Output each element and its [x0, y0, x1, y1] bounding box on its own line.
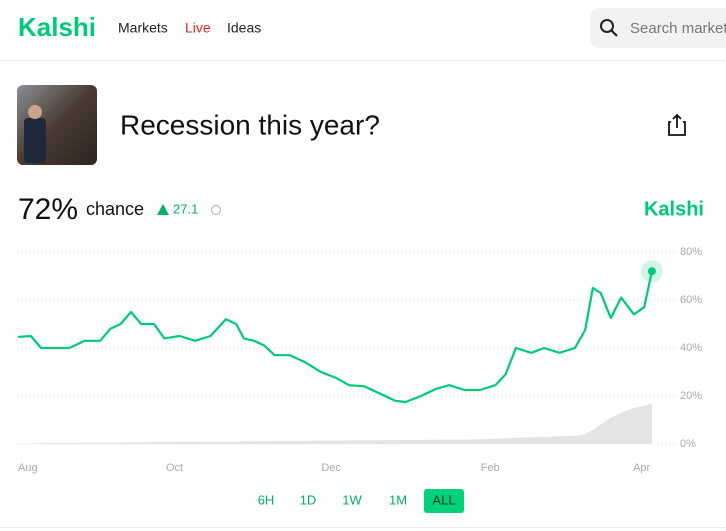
logo[interactable]: Kalshi	[18, 12, 96, 42]
nav-link[interactable]: Ideas	[227, 20, 261, 36]
market-image-figure	[28, 105, 42, 119]
y-tick-label: 0%	[680, 438, 696, 450]
y-tick-label: 40%	[680, 342, 702, 354]
change-value: 27.1	[173, 201, 198, 216]
timeframe-button[interactable]: 1M	[389, 492, 407, 507]
x-tick-label: Aug	[18, 462, 38, 474]
volume-area	[18, 403, 652, 444]
timeframe-button[interactable]: 1W	[342, 492, 362, 507]
y-tick-label: 20%	[680, 390, 702, 402]
change-arrow	[157, 204, 169, 215]
info-icon[interactable]	[211, 205, 221, 215]
search-placeholder: Search markets	[630, 20, 726, 37]
chance-value: 72%	[18, 193, 78, 226]
timeframe-label[interactable]: 1M	[389, 492, 407, 507]
timeframe-label[interactable]: 1D	[300, 492, 317, 507]
market-image-figure	[24, 118, 46, 163]
timeframe-active-bg	[424, 489, 464, 513]
timeframe-button[interactable]: ALL	[424, 489, 464, 513]
brand-watermark: Kalshi	[644, 198, 704, 220]
x-tick-label: Dec	[321, 462, 341, 474]
timeframe-button[interactable]: 6H	[258, 492, 275, 507]
search-icon	[600, 19, 614, 33]
nav-link[interactable]: Live	[185, 20, 211, 36]
last-point	[647, 267, 656, 276]
market-title: Recession this year?	[120, 109, 380, 140]
timeframe-button[interactable]: 1D	[300, 492, 317, 507]
nav-link[interactable]: Markets	[118, 20, 168, 36]
x-tick-label: Apr	[633, 462, 650, 474]
y-tick-label: 60%	[680, 294, 702, 306]
search-box[interactable]	[590, 8, 726, 48]
search-icon	[610, 29, 618, 37]
x-tick-label: Feb	[481, 462, 500, 474]
timeframe-label[interactable]: ALL	[432, 492, 455, 507]
chance-label: chance	[86, 199, 144, 219]
timeframe-label[interactable]: 6H	[258, 492, 275, 507]
timeframe-label[interactable]: 1W	[342, 492, 362, 507]
share-button[interactable]	[668, 113, 686, 136]
price-line	[17, 270, 653, 404]
y-tick-label: 80%	[680, 246, 702, 258]
x-tick-label: Oct	[166, 462, 183, 474]
